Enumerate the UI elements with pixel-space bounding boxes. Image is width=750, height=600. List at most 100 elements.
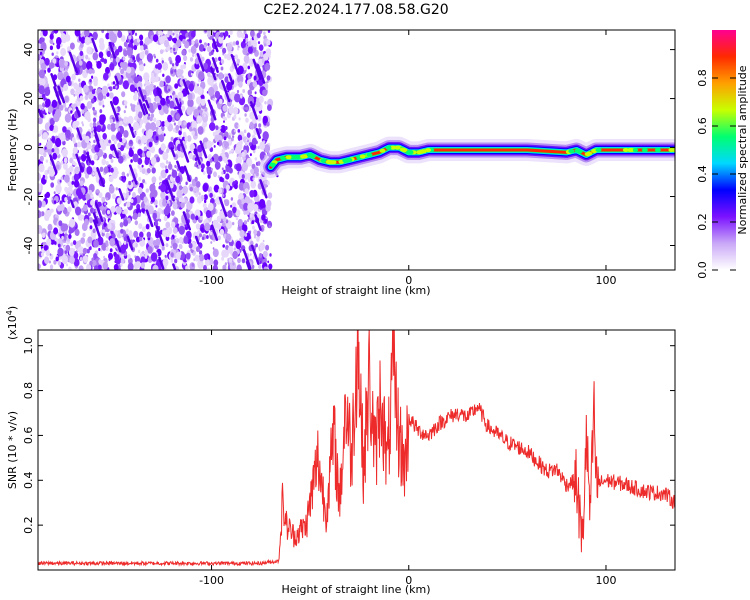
noise-cell: [200, 227, 204, 232]
noise-cell: [161, 121, 166, 127]
noise-cell: [178, 130, 182, 136]
noise-cell: [105, 197, 109, 201]
noise-cell: [248, 142, 252, 147]
noise-cell: [266, 180, 270, 186]
noise-cell: [214, 90, 221, 99]
noise-cell: [47, 218, 49, 221]
noise-cell: [41, 93, 46, 99]
noise-cell: [233, 129, 236, 133]
noise-cell: [67, 196, 71, 202]
noise-cell: [247, 65, 251, 70]
noise-cell: [99, 166, 104, 172]
noise-cell: [82, 123, 84, 127]
noise-cell: [138, 223, 143, 230]
noise-cell: [133, 230, 139, 238]
noise-cell: [152, 264, 159, 270]
noise-cell: [88, 189, 93, 196]
noise-cell: [244, 188, 249, 195]
noise-streak: [145, 209, 154, 228]
noise-cell: [121, 91, 126, 98]
noise-cell: [121, 171, 126, 177]
noise-cell: [235, 209, 241, 217]
noise-cell: [74, 166, 80, 175]
noise-cell: [148, 113, 151, 117]
noise-cell: [202, 202, 207, 209]
noise-cell: [89, 122, 93, 128]
noise-cell: [204, 222, 211, 232]
noise-cell: [129, 139, 133, 145]
noise-cell: [111, 54, 113, 57]
noise-cell: [147, 129, 153, 138]
x-tick-label: -100: [199, 574, 224, 587]
noise-cell: [218, 72, 224, 80]
noise-cell: [69, 165, 74, 173]
noise-cell: [243, 220, 248, 225]
noise-cell: [216, 215, 222, 223]
noise-cell: [251, 137, 257, 146]
noise-cell: [209, 122, 216, 131]
noise-cell: [240, 198, 245, 205]
noise-cell: [74, 228, 80, 236]
noise-cell: [38, 163, 45, 173]
signal-blob: [568, 149, 575, 154]
noise-cell: [49, 253, 52, 256]
snr-y-label: SNR (10 * v/v): [6, 411, 19, 489]
noise-cell: [51, 99, 58, 108]
noise-cell: [164, 165, 168, 169]
noise-cell: [222, 244, 225, 248]
noise-cell: [201, 56, 205, 62]
noise-cell: [101, 158, 106, 166]
noise-cell: [59, 179, 62, 183]
noise-streak: [92, 219, 101, 238]
noise-streak: [179, 140, 190, 163]
noise-cell: [109, 63, 115, 71]
noise-cell: [98, 101, 102, 106]
noise-cell: [63, 103, 67, 108]
noise-cell: [145, 188, 149, 193]
noise-cell: [262, 115, 268, 124]
noise-cell: [64, 113, 72, 123]
noise-cell: [65, 75, 71, 83]
noise-cell: [49, 38, 54, 45]
noise-cell: [140, 256, 146, 264]
noise-cell: [161, 172, 164, 176]
noise-cell: [240, 41, 246, 49]
noise-cell: [157, 128, 163, 136]
noise-cell: [92, 117, 97, 123]
noise-cell: [162, 61, 169, 71]
noise-cell: [235, 156, 242, 166]
noise-cell: [53, 259, 57, 265]
noise-cell: [78, 265, 84, 270]
noise-cell: [246, 172, 252, 180]
noise-cell: [185, 265, 189, 270]
noise-cell: [171, 210, 175, 216]
noise-cell: [211, 141, 214, 146]
noise-cell: [227, 245, 234, 254]
noise-cell: [252, 80, 258, 88]
noise-cell: [126, 173, 129, 177]
y-tick-label: 0.6: [22, 427, 35, 445]
noise-cell: [146, 150, 152, 158]
noise-cell: [146, 231, 151, 238]
noise-cell: [91, 69, 95, 74]
noise-cell: [59, 203, 65, 211]
noise-cell: [164, 119, 170, 128]
noise-cell: [169, 35, 172, 38]
noise-cell: [219, 228, 225, 236]
noise-cell: [107, 223, 112, 230]
snr-scale-note: (x104): [5, 306, 19, 340]
noise-cell: [123, 203, 127, 207]
noise-cell: [40, 78, 46, 86]
noise-cell: [123, 49, 128, 57]
noise-cell: [226, 73, 229, 76]
noise-cell: [170, 245, 173, 249]
noise-cell: [168, 163, 173, 170]
noise-cell: [147, 102, 154, 112]
noise-cell: [174, 69, 177, 73]
noise-cell: [172, 202, 178, 210]
noise-cell: [224, 30, 229, 37]
noise-cell: [143, 83, 146, 87]
noise-cell: [118, 155, 124, 164]
noise-cell: [40, 42, 47, 52]
noise-cell: [236, 30, 243, 38]
